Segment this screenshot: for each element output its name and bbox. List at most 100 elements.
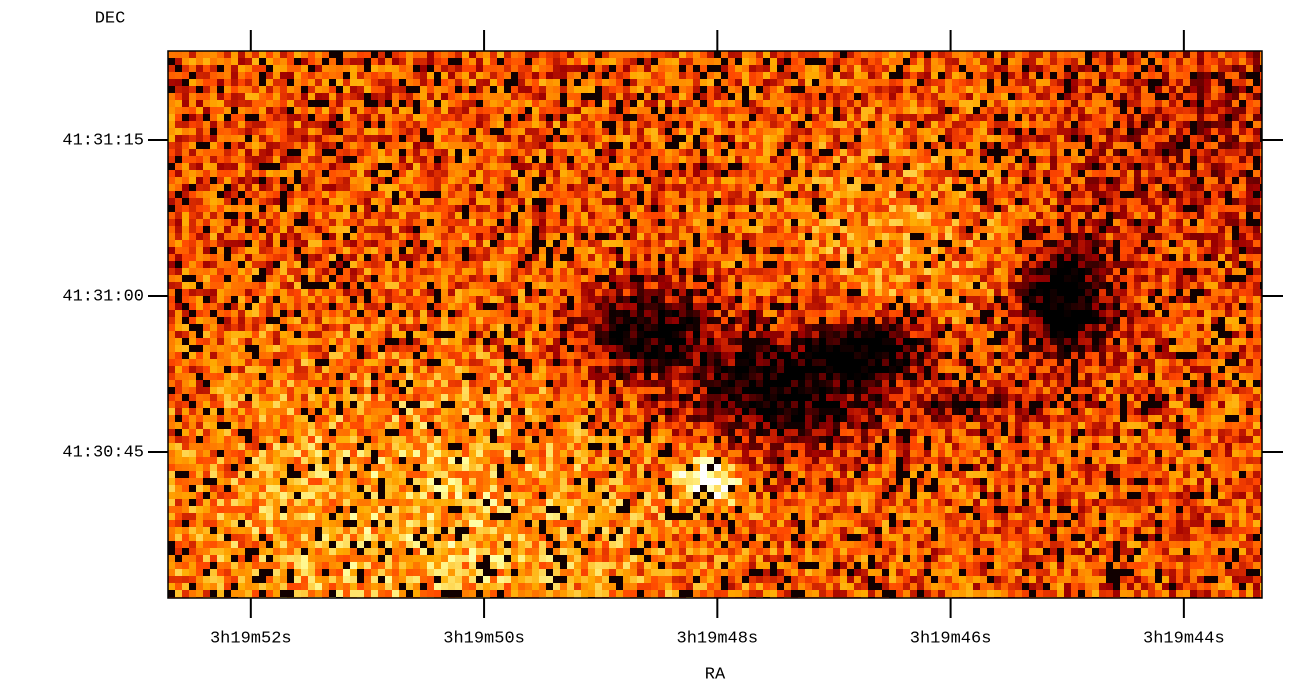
pixel (679, 107, 686, 114)
pixel (497, 51, 504, 58)
pixel (959, 191, 966, 198)
pixel (1246, 170, 1253, 177)
pixel (672, 233, 679, 240)
pixel (1029, 219, 1036, 226)
pixel (553, 233, 560, 240)
pixel (1162, 205, 1169, 212)
pixel (1085, 58, 1092, 65)
pixel (1085, 170, 1092, 177)
pixel (399, 51, 406, 58)
pixel (329, 86, 336, 93)
pixel (1176, 170, 1183, 177)
pixel (1239, 240, 1246, 247)
pixel (1190, 149, 1197, 156)
pixel (819, 58, 826, 65)
pixel (707, 51, 714, 58)
pixel (511, 142, 518, 149)
pixel (294, 135, 301, 142)
pixel (749, 79, 756, 86)
pixel (1176, 93, 1183, 100)
pixel (1064, 86, 1071, 93)
pixel (294, 79, 301, 86)
pixel (791, 226, 798, 233)
pixel (231, 261, 238, 268)
pixel (1218, 170, 1225, 177)
pixel (378, 51, 385, 58)
pixel (1064, 268, 1071, 275)
pixel (1197, 128, 1204, 135)
pixel (987, 247, 994, 254)
pixel (1008, 261, 1015, 268)
pixel (1036, 107, 1043, 114)
pixel (1169, 156, 1176, 163)
pixel (665, 93, 672, 100)
pixel (1001, 247, 1008, 254)
pixel (441, 212, 448, 219)
pixel (1218, 254, 1225, 261)
pixel (994, 128, 1001, 135)
pixel (455, 93, 462, 100)
pixel (854, 170, 861, 177)
pixel (651, 163, 658, 170)
pixel (1008, 114, 1015, 121)
pixel (1043, 240, 1050, 247)
pixel (434, 184, 441, 191)
pixel (385, 156, 392, 163)
pixel (903, 128, 910, 135)
pixel (336, 51, 343, 58)
pixel (336, 100, 343, 107)
pixel (364, 65, 371, 72)
pixel (1232, 156, 1239, 163)
pixel (476, 205, 483, 212)
pixel (707, 261, 714, 268)
pixel (896, 261, 903, 268)
pixel (819, 212, 826, 219)
pixel (203, 226, 210, 233)
pixel (1169, 107, 1176, 114)
pixel (742, 156, 749, 163)
pixel (364, 233, 371, 240)
pixel (455, 268, 462, 275)
pixel (952, 219, 959, 226)
pixel (406, 65, 413, 72)
pixel (1106, 163, 1113, 170)
pixel (959, 93, 966, 100)
pixel (210, 128, 217, 135)
pixel (448, 51, 455, 58)
pixel (259, 191, 266, 198)
pixel (798, 142, 805, 149)
pixel (707, 121, 714, 128)
pixel (189, 149, 196, 156)
pixel (756, 240, 763, 247)
pixel (420, 149, 427, 156)
pixel (791, 107, 798, 114)
pixel (546, 268, 553, 275)
pixel (385, 240, 392, 247)
pixel (308, 135, 315, 142)
pixel (980, 72, 987, 79)
pixel (252, 205, 259, 212)
pixel (1155, 86, 1162, 93)
pixel (231, 205, 238, 212)
pixel (805, 93, 812, 100)
pixel (490, 128, 497, 135)
pixel (420, 58, 427, 65)
pixel (812, 268, 819, 275)
pixel (840, 184, 847, 191)
pixel (931, 212, 938, 219)
pixel (714, 65, 721, 72)
pixel (427, 100, 434, 107)
pixel (525, 254, 532, 261)
pixel (329, 65, 336, 72)
pixel (707, 198, 714, 205)
pixel (952, 212, 959, 219)
pixel (1148, 51, 1155, 58)
pixel (343, 121, 350, 128)
pixel (1204, 142, 1211, 149)
pixel (378, 205, 385, 212)
pixel (630, 247, 637, 254)
pixel (1239, 184, 1246, 191)
pixel (602, 170, 609, 177)
pixel (1085, 72, 1092, 79)
pixel (756, 65, 763, 72)
